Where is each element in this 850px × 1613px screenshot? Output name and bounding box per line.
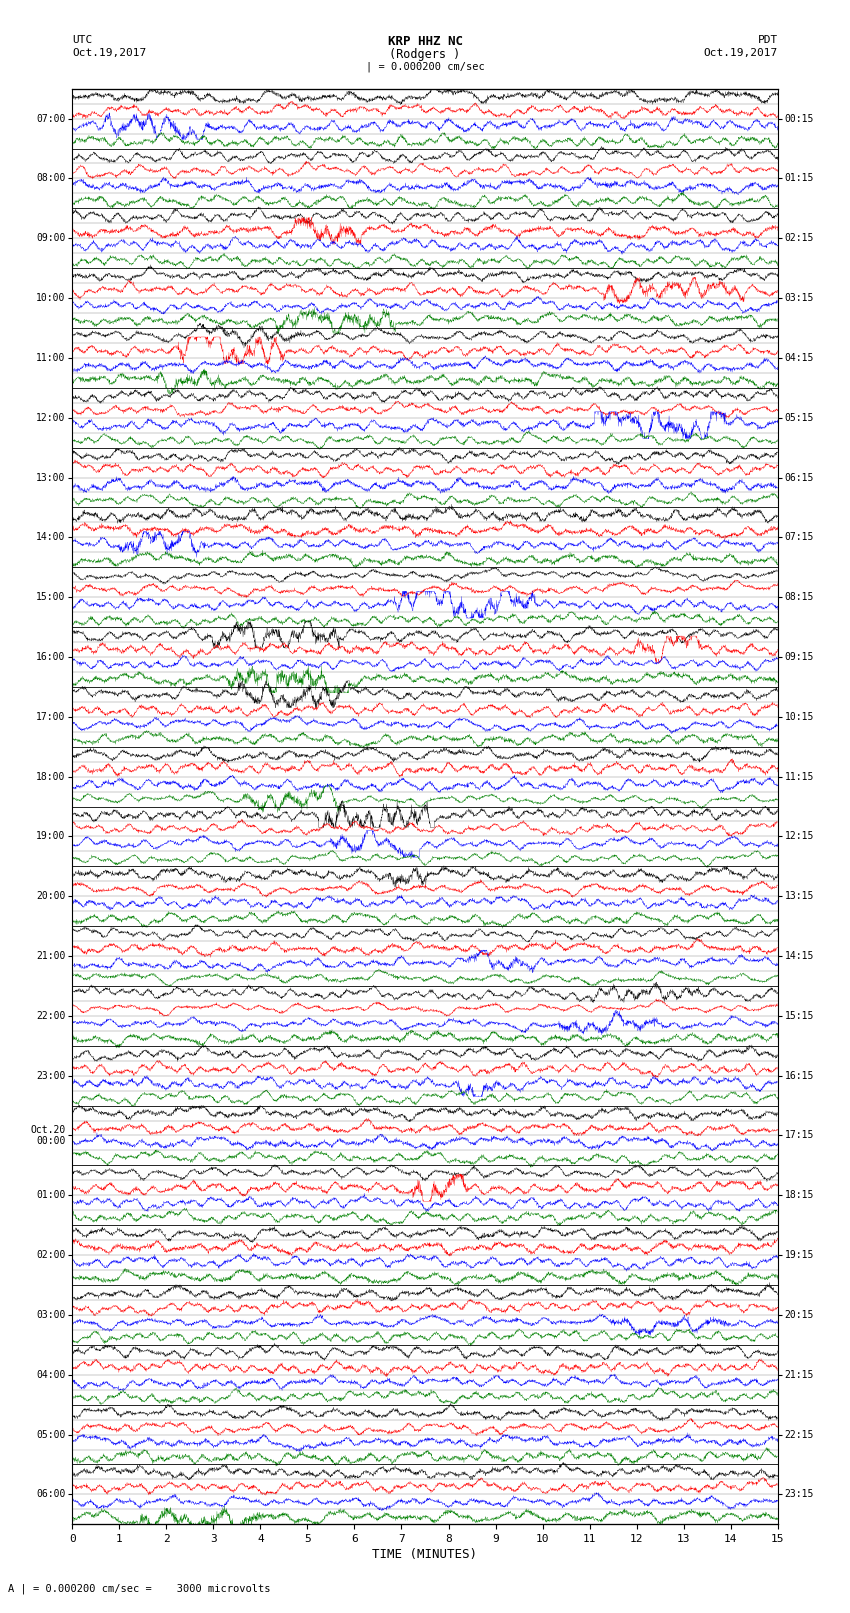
X-axis label: TIME (MINUTES): TIME (MINUTES) — [372, 1548, 478, 1561]
Text: Oct.19,2017: Oct.19,2017 — [72, 48, 146, 58]
Text: | = 0.000200 cm/sec: | = 0.000200 cm/sec — [366, 61, 484, 73]
Text: UTC: UTC — [72, 35, 93, 45]
Text: KRP HHZ NC: KRP HHZ NC — [388, 35, 462, 48]
Text: A | = 0.000200 cm/sec =    3000 microvolts: A | = 0.000200 cm/sec = 3000 microvolts — [8, 1582, 271, 1594]
Text: Oct.19,2017: Oct.19,2017 — [704, 48, 778, 58]
Text: (Rodgers ): (Rodgers ) — [389, 48, 461, 61]
Text: PDT: PDT — [757, 35, 778, 45]
